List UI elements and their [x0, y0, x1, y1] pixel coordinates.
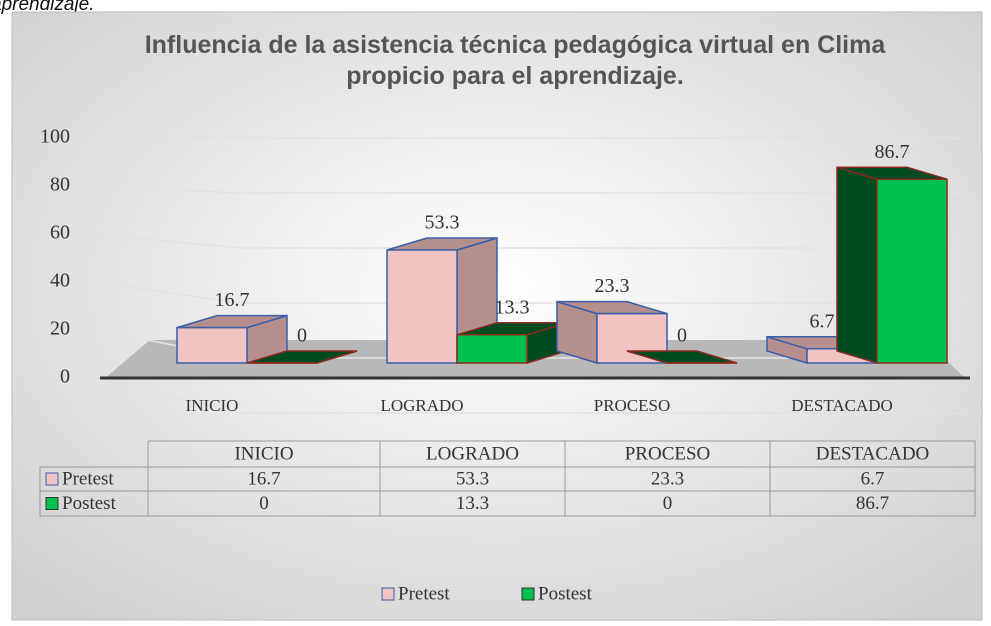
bar: [176, 314, 288, 365]
chart-title: Influencia de la asistencia técnica peda…: [144, 31, 886, 90]
table-row-label: Pretest: [62, 468, 114, 489]
data-label: 23.3: [595, 275, 630, 297]
legend-label: Postest: [538, 583, 593, 604]
table-cell: 0: [259, 493, 269, 514]
table-cell: 86.7: [856, 493, 889, 514]
bar-front: [386, 249, 458, 364]
y-tick-label: 60: [50, 222, 70, 244]
bar: [626, 350, 738, 364]
data-label: 0: [297, 325, 307, 347]
legend-key: [381, 587, 395, 601]
caption-fragment: aprendizaje.: [0, 0, 95, 15]
bar-front: [456, 334, 528, 364]
table-header: INICIO: [234, 443, 293, 464]
y-tick-label: 100: [40, 126, 70, 148]
table-cell: 53.3: [456, 468, 489, 489]
table-cell: 16.7: [247, 468, 280, 489]
y-tick-label: 0: [60, 366, 70, 388]
legend-label: Pretest: [398, 583, 450, 604]
data-label: 6.7: [810, 310, 835, 332]
x-tick-label: INICIO: [186, 396, 239, 415]
table-header: DESTACADO: [816, 443, 930, 464]
bar-side: [836, 166, 878, 365]
grid-line: [94, 185, 965, 194]
table-header: LOGRADO: [426, 443, 519, 464]
data-label: 86.7: [875, 141, 910, 163]
table-cell: 23.3: [651, 468, 684, 489]
data-label: 16.7: [215, 289, 250, 311]
grid-line: [94, 233, 965, 249]
bar: [246, 350, 358, 364]
y-tick-label: 20: [50, 318, 70, 340]
table-row-label: Postest: [62, 493, 117, 514]
x-tick-label: DESTACADO: [791, 396, 893, 415]
bar-front: [876, 178, 948, 364]
data-label: 13.3: [495, 296, 530, 318]
table-cell: 6.7: [861, 468, 885, 489]
table-cell: 13.3: [456, 493, 489, 514]
legend-key: [45, 497, 59, 510]
grid-line: [94, 281, 965, 304]
legend-key: [45, 472, 59, 486]
bar: [456, 321, 568, 365]
y-tick-label: 40: [50, 270, 70, 292]
x-tick-label: PROCESO: [594, 396, 671, 415]
y-tick-label: 80: [50, 174, 70, 196]
data-label: 53.3: [425, 212, 460, 234]
table-cell: 0: [663, 493, 673, 514]
x-tick-label: LOGRADO: [380, 396, 463, 415]
table-header: PROCESO: [625, 443, 711, 464]
data-label: 0: [677, 325, 687, 347]
legend-key: [521, 587, 535, 601]
bar: [836, 166, 948, 365]
bar-front: [176, 326, 248, 364]
grid-line: [94, 377, 965, 414]
